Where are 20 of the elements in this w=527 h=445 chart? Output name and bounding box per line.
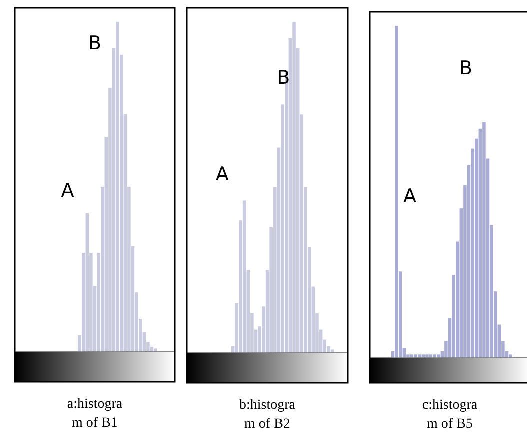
bar xyxy=(395,26,398,358)
annotation: B xyxy=(459,57,473,80)
bar xyxy=(509,354,512,358)
text: A xyxy=(61,180,74,202)
bar xyxy=(292,22,296,353)
annotation: B xyxy=(88,32,102,54)
bar xyxy=(482,122,486,358)
bar xyxy=(154,348,158,352)
bar xyxy=(242,200,246,353)
bar xyxy=(433,354,436,358)
text: c:histogram of B5 xyxy=(422,398,478,432)
text: A xyxy=(216,164,229,186)
text: b:histogram of B2 xyxy=(240,398,296,432)
annotation: B xyxy=(277,66,290,89)
bar xyxy=(414,354,418,358)
annotation: A xyxy=(404,185,416,208)
bar xyxy=(116,22,120,352)
text: a:histogram of B1 xyxy=(67,397,124,431)
bar xyxy=(86,213,90,352)
bar xyxy=(426,354,429,358)
